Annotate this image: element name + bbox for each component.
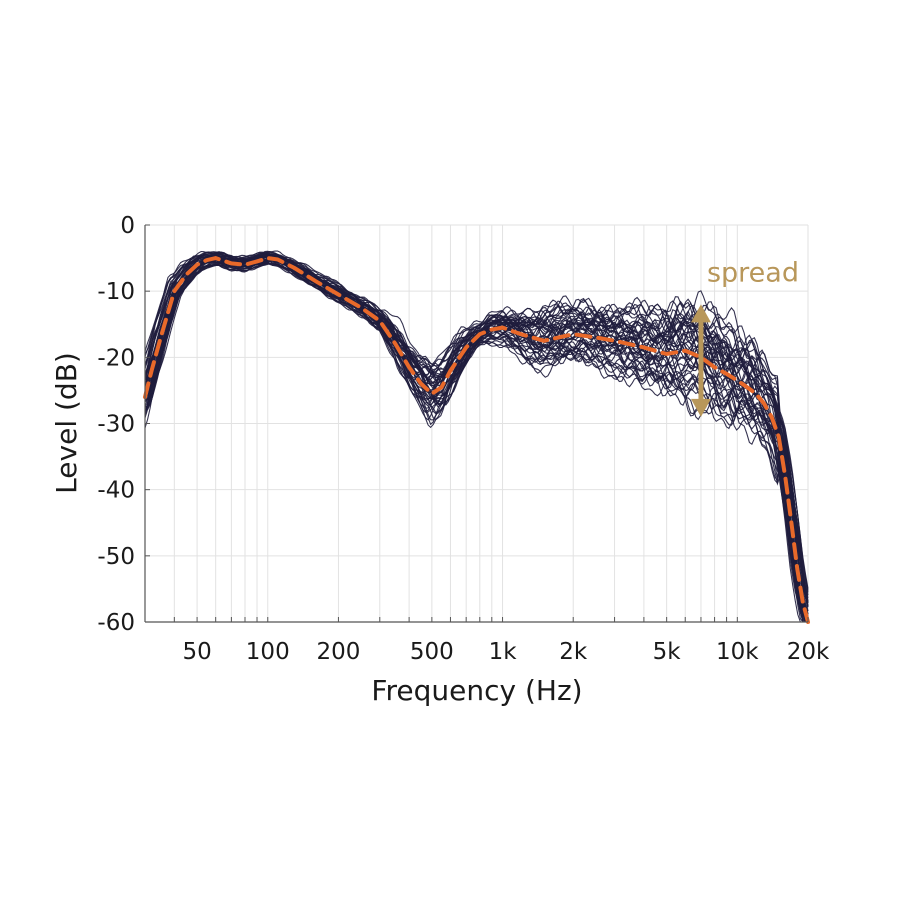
mean-curve-layer xyxy=(143,256,810,624)
mean-curve xyxy=(143,256,810,624)
x-tick-label: 500 xyxy=(410,639,454,665)
spread-label: spread xyxy=(707,257,799,288)
x-tick-label: 2k xyxy=(559,639,588,665)
individual-curve xyxy=(144,262,809,623)
y-tick-label: -60 xyxy=(97,610,135,636)
spread-annotation: spread xyxy=(690,257,799,417)
y-tick-label: 0 xyxy=(120,213,135,239)
x-tick-label: 200 xyxy=(316,639,360,665)
y-tick-label: -30 xyxy=(97,412,135,438)
y-axis-title: Level (dB) xyxy=(50,352,83,494)
y-tick-label: -10 xyxy=(97,279,135,305)
y-tick-label: -50 xyxy=(97,544,135,570)
x-tick-label: 10k xyxy=(716,639,759,665)
x-tick-label: 5k xyxy=(653,639,682,665)
x-tick-label: 100 xyxy=(246,639,290,665)
x-tick-label: 1k xyxy=(489,639,518,665)
axes-layer: 0 -10 -20 -30 -40 -50 -60 50 100 200 500 1k 2k 5k 10k 2… xyxy=(97,213,830,665)
x-tick-label: 20k xyxy=(787,639,830,665)
individual-curve xyxy=(144,253,809,623)
spread-arrow-head-top xyxy=(690,304,711,323)
y-tick-label: -40 xyxy=(97,478,135,504)
individual-curve xyxy=(144,258,809,623)
y-tick-label: -20 xyxy=(97,345,135,371)
x-axis-title: Frequency (Hz) xyxy=(371,674,582,707)
spread-arrow-head-bottom xyxy=(690,398,711,417)
x-tick-label: 50 xyxy=(182,639,211,665)
